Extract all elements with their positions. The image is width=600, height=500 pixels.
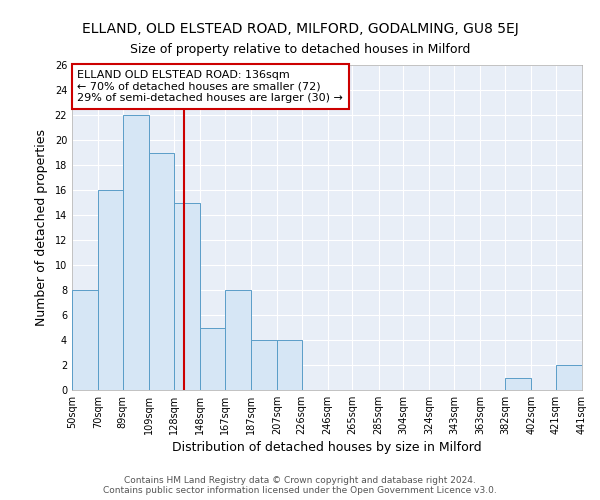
Bar bbox=[224, 290, 251, 390]
Bar bbox=[277, 340, 302, 390]
Bar bbox=[505, 378, 531, 390]
Text: Contains HM Land Registry data © Crown copyright and database right 2024.
Contai: Contains HM Land Registry data © Crown c… bbox=[103, 476, 497, 495]
Bar bbox=[174, 202, 200, 390]
Bar bbox=[72, 290, 98, 390]
Text: ELLAND, OLD ELSTEAD ROAD, MILFORD, GODALMING, GU8 5EJ: ELLAND, OLD ELSTEAD ROAD, MILFORD, GODAL… bbox=[82, 22, 518, 36]
Text: Size of property relative to detached houses in Milford: Size of property relative to detached ho… bbox=[130, 42, 470, 56]
Bar bbox=[251, 340, 277, 390]
Bar bbox=[200, 328, 224, 390]
Text: ELLAND OLD ELSTEAD ROAD: 136sqm
← 70% of detached houses are smaller (72)
29% of: ELLAND OLD ELSTEAD ROAD: 136sqm ← 70% of… bbox=[77, 70, 343, 103]
Y-axis label: Number of detached properties: Number of detached properties bbox=[35, 129, 47, 326]
Bar bbox=[556, 365, 582, 390]
Bar bbox=[98, 190, 123, 390]
Bar bbox=[149, 152, 174, 390]
X-axis label: Distribution of detached houses by size in Milford: Distribution of detached houses by size … bbox=[172, 441, 482, 454]
Bar bbox=[123, 115, 149, 390]
